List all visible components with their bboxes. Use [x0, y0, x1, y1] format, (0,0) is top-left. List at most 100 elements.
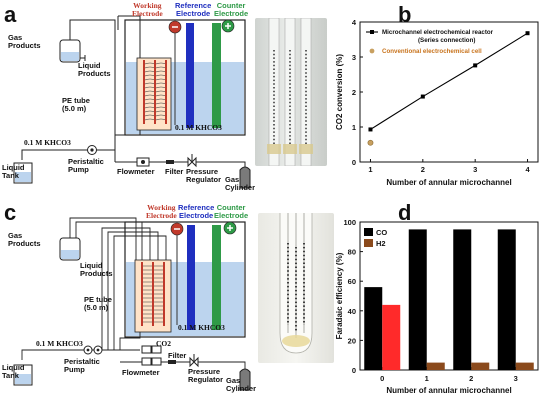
chart-d-bar-h2 [426, 362, 445, 370]
gas-cylinder [239, 166, 251, 189]
reference-electrode-rod [186, 23, 194, 128]
chart-d-y-tick-label: 40 [348, 307, 356, 316]
chart-d-bar-co [364, 287, 383, 370]
chart-b-co2-conversion: 0 1 2 3 4 1 2 3 4 Microchannel electrochemical … [335, 18, 539, 187]
label-gas-cylinder-a: Gas Cylinder [225, 175, 256, 192]
label-flowmeter-c: Flowmeter [122, 368, 160, 377]
chart-b-x-label: Number of annular microchannel [386, 178, 511, 187]
chart-d-y-tick-label: 20 [348, 336, 356, 345]
filter-icon-c [168, 360, 176, 364]
chart-d-bar-h2 [515, 362, 534, 370]
chart-b-y-tick-label: 3 [352, 53, 356, 62]
label-counter-electrode-c: Counter Electrode [214, 203, 249, 220]
schematic-c-diagram [13, 217, 251, 391]
chart-d-x-tick-label: 3 [514, 374, 518, 383]
label-pe-tube-c: PE tube (5.0 m) [84, 295, 112, 312]
label-gas-cylinder-c: Gas Cylinder [226, 376, 257, 393]
chart-b-y-tick-label: 0 [352, 158, 356, 167]
chart-b-data-point [473, 63, 478, 68]
chart-d-x-label: Number of annular microchannel [386, 386, 511, 395]
label-feed-c: 0.1 M KHCO3 [36, 339, 83, 348]
label-gas-products-c: Gas Products [8, 231, 41, 248]
chart-b-legend-marker-2 [369, 48, 375, 54]
chart-d-bar-co [408, 229, 427, 370]
chart-d-bar-h2 [382, 304, 401, 370]
chart-b-legend-label-1b: (Series connection) [418, 37, 475, 44]
label-pressure-regulator-c: Pressure Regulator [188, 367, 224, 384]
flowmeter-c2 [151, 345, 162, 354]
label-liquid-products-a: Liquid Products [78, 61, 111, 78]
chart-d-y-tick-label: 0 [352, 366, 356, 375]
label-working-electrode-a: Working Electrode [132, 1, 163, 18]
panel-letter-d: d [398, 200, 412, 225]
chart-d-bar-h2 [471, 362, 490, 370]
label-working-electrode-c: Working Electrode [146, 203, 177, 220]
chart-d-y-tick-label: 100 [343, 218, 356, 227]
label-gas-products-a: Gas Products [8, 33, 41, 50]
chart-d-y-label: Faradaic efficiency (%) [335, 252, 344, 339]
chart-b-x-tick-label: 4 [525, 165, 530, 174]
chart-b-legend-label-2: Conventional electrochemical cell [382, 48, 482, 55]
flowmeter-c3 [141, 357, 152, 366]
label-flowmeter-a: Flowmeter [117, 167, 155, 176]
counter-electrode-rod [212, 23, 221, 128]
label-feed-a: 0.1 M KHCO3 [24, 138, 71, 147]
chart-b-data-point [420, 94, 425, 99]
schematic-a-diagram [13, 15, 251, 189]
counter-electrode-rod-c [212, 225, 221, 330]
chart-d-y-tick-label: 80 [348, 248, 356, 257]
label-peristaltic-pump-c: Peristaltic Pump [64, 357, 100, 374]
chart-d-legend-label: CO [376, 228, 387, 237]
reference-electrode-rod-c [187, 225, 195, 330]
chart-b-data-point [525, 31, 530, 36]
flowmeter-c1 [141, 345, 152, 354]
chart-d-y-tick-label: 60 [348, 277, 356, 286]
chart-b-data-point [368, 127, 373, 132]
chart-d-x-tick-label: 2 [469, 374, 473, 383]
chart-b-y-tick-label: 2 [352, 88, 356, 97]
chart-b-conventional-point [367, 139, 374, 146]
chart-d-legend-swatch [364, 239, 373, 247]
label-pressure-regulator-a: Pressure Regulator [186, 167, 222, 184]
label-counter-electrode-a: Counter Electrode [214, 1, 249, 18]
chart-d-legend-swatch [364, 228, 373, 236]
chart-b-y-tick-label: 4 [352, 18, 357, 27]
label-co2-c: CO2 [156, 339, 171, 348]
gas-cylinder-c [239, 368, 251, 391]
chart-b-legend-marker [370, 30, 374, 34]
chart-b-x-tick-label: 2 [421, 165, 425, 174]
chart-b-x-tick-label: 3 [473, 165, 477, 174]
label-filter-c: Filter [168, 351, 187, 360]
chart-d-bar-co [453, 229, 472, 370]
chart-b-legend-label-1: Microchannel electrochemical reactor [382, 29, 494, 36]
chart-d-x-tick-label: 1 [425, 374, 429, 383]
chart-d-legend-label: H2 [376, 239, 386, 248]
chart-d-x-tick-label: 0 [380, 374, 384, 383]
chart-b-series-line [370, 32, 528, 130]
label-electrolyte-c: 0.1 M KHCO3 [178, 323, 225, 332]
chart-d-bar-co [497, 229, 516, 370]
reactor-photo-c [258, 213, 334, 363]
chart-b-y-label: CO2 conversion (%) [335, 54, 344, 130]
reactor-container [124, 19, 246, 136]
panel-letter-c: c [4, 200, 17, 225]
label-pe-tube-a: PE tube (5.0 m) [62, 96, 90, 113]
reactor-photo-a [255, 18, 327, 166]
label-reference-electrode-a: Reference Electrode [175, 1, 212, 18]
reactor-container-c [124, 221, 246, 338]
label-liquid-tank-a: Liquid Tank [2, 163, 25, 180]
label-liquid-products-c: Liquid Products [80, 261, 113, 278]
label-liquid-tank-c: Liquid Tank [2, 363, 25, 380]
label-reference-electrode-c: Reference Electrode [178, 203, 215, 220]
label-filter-a: Filter [165, 167, 184, 176]
label-electrolyte-a: 0.1 M KHCO3 [175, 123, 222, 132]
label-peristaltic-pump-a: Peristaltic Pump [68, 157, 104, 174]
flowmeter-c4 [151, 357, 162, 366]
filter-icon [166, 160, 174, 164]
chart-d-frame [359, 221, 539, 371]
chart-b-y-tick-label: 1 [352, 123, 356, 132]
panel-letter-a: a [4, 2, 17, 27]
chart-b-x-tick-label: 1 [368, 165, 372, 174]
panel-letter-b: b [398, 2, 412, 27]
chart-d-faradaic-efficiency: 0 20 40 60 80 100 0 1 2 3 CO H2 Faradaic efficien… [335, 218, 539, 395]
